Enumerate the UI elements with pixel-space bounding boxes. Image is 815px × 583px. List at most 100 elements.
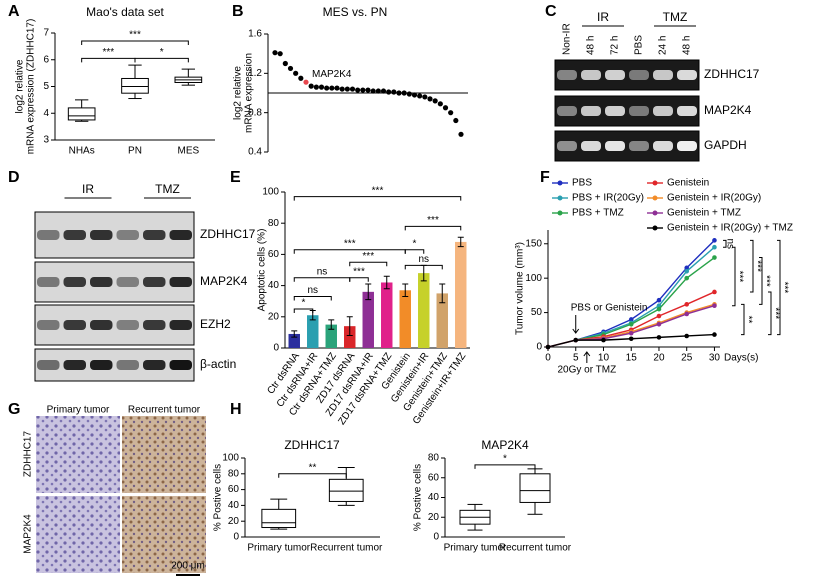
micrograph-texture — [122, 416, 206, 493]
bar — [362, 291, 374, 348]
significance-bracket — [741, 303, 745, 336]
box — [519, 473, 551, 503]
point — [628, 336, 634, 342]
significance-label: *** — [733, 271, 744, 283]
bar — [344, 326, 356, 348]
blot-band — [581, 70, 601, 80]
point — [349, 86, 356, 92]
lane-label: 24 h — [658, 36, 669, 55]
group-label: IR — [82, 182, 94, 196]
error-bar — [439, 283, 446, 304]
group-label: TMZ — [155, 182, 180, 196]
error-bar — [346, 316, 353, 337]
legend-label: Genistein — [667, 178, 709, 189]
x-tick-label: Recurrent tumor — [310, 543, 383, 554]
point — [684, 265, 690, 271]
bar — [325, 324, 337, 348]
x-axis-label: Days(s) — [724, 353, 758, 364]
blot-band — [143, 277, 166, 287]
error-bar — [328, 319, 335, 330]
lane-label: 48 h — [586, 36, 597, 55]
significance-label: *** — [362, 251, 374, 262]
point — [318, 84, 325, 90]
x-tick-label: 15 — [626, 353, 638, 364]
blot-strip — [34, 261, 195, 303]
point — [712, 244, 717, 250]
bar — [381, 282, 393, 348]
row-label: ZDHHC17 — [23, 431, 34, 478]
significance-bracket — [293, 296, 332, 301]
legend-marker — [652, 210, 658, 216]
band-label: MAP2K4 — [200, 274, 248, 288]
x-tick-label: 10 — [598, 353, 610, 364]
blot-band — [143, 360, 166, 370]
significance-bracket — [404, 225, 462, 231]
blot-strip — [554, 59, 700, 91]
legend-marker — [557, 180, 563, 186]
point — [712, 303, 717, 309]
y-tick-label: 0.8 — [248, 107, 262, 118]
blot-band — [63, 320, 86, 330]
significance-bracket — [293, 196, 462, 201]
micrograph-texture — [36, 416, 120, 493]
point — [427, 96, 433, 102]
significance-label: *** — [353, 266, 365, 277]
point — [329, 85, 335, 91]
point — [656, 306, 662, 312]
bar — [418, 273, 430, 348]
x-tick-label: Primary tumor — [444, 543, 507, 554]
point — [282, 60, 288, 67]
point — [303, 79, 309, 85]
micrograph-texture — [36, 496, 120, 573]
point — [656, 321, 662, 327]
significance-label: ns — [307, 285, 318, 296]
point — [437, 101, 443, 107]
y-axis-label: Apoptotic cells (%) — [257, 229, 268, 312]
point — [380, 88, 387, 94]
significance-label: *** — [372, 185, 384, 196]
point — [684, 311, 690, 317]
blot-strip — [34, 304, 195, 346]
significance-bracket — [777, 239, 781, 336]
legend-label: Genistein + IR(20Gy) — [667, 193, 761, 204]
point — [277, 51, 283, 57]
error-bar — [291, 330, 298, 338]
bar — [399, 290, 411, 348]
blot-band — [605, 141, 625, 151]
blot-band — [629, 106, 649, 116]
band-label: ZDHHC17 — [200, 227, 256, 241]
point — [712, 255, 717, 260]
significance-bracket — [723, 239, 727, 248]
significance-label: ** — [309, 462, 317, 473]
point — [573, 337, 579, 343]
y-tick-label: 0 — [536, 342, 542, 353]
point — [712, 332, 717, 337]
significance-bracket — [750, 239, 754, 293]
column-label: Recurrent tumor — [128, 405, 201, 416]
blot-strip — [554, 95, 700, 127]
panel-label: E — [230, 169, 241, 186]
point — [628, 330, 634, 336]
chart-title: Mao's data set — [86, 5, 164, 19]
y-tick-label: 1.2 — [248, 68, 262, 79]
point — [448, 110, 454, 116]
significance-label: *** — [102, 47, 114, 58]
significance-label: *** — [769, 307, 780, 319]
y-tick-label: 50 — [531, 307, 543, 318]
y-axis-label: mRNA expression (ZDHHC17) — [26, 19, 37, 155]
band-label: ZDHHC17 — [704, 67, 760, 81]
significance-label: * — [413, 238, 417, 249]
blot-band — [116, 230, 139, 240]
error-bar — [383, 275, 390, 290]
point — [656, 335, 662, 340]
point — [324, 85, 330, 91]
point — [287, 65, 294, 72]
y-tick-label: 1.6 — [248, 29, 262, 40]
significance-bracket — [293, 277, 351, 282]
error-bar — [365, 283, 372, 301]
significance-label: *** — [427, 215, 439, 226]
point — [401, 90, 407, 96]
point — [442, 105, 449, 111]
annotation-arrow — [572, 315, 580, 334]
point — [355, 87, 361, 93]
